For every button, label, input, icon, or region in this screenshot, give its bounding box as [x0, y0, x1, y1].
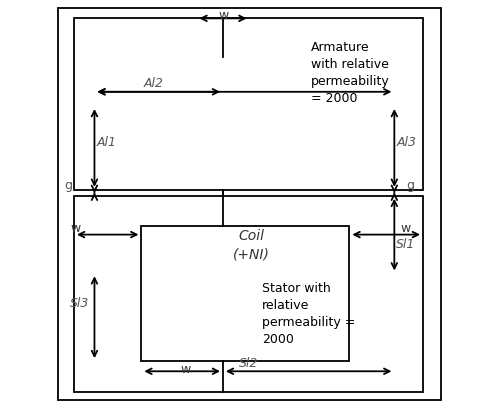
Text: w: w: [219, 9, 229, 22]
Text: g: g: [64, 179, 72, 192]
Bar: [74, 18, 423, 190]
Bar: [141, 226, 349, 361]
Text: Coil
(+NI): Coil (+NI): [233, 228, 270, 261]
Text: Sl2: Sl2: [240, 357, 258, 370]
Text: w: w: [180, 363, 191, 376]
Text: Al3: Al3: [396, 136, 416, 149]
Text: Stator with
relative
permeability =
2000: Stator with relative permeability = 2000: [262, 282, 355, 346]
Text: Al2: Al2: [143, 77, 163, 90]
Text: Sl3: Sl3: [70, 297, 89, 310]
Text: Al1: Al1: [96, 136, 116, 149]
Text: w: w: [401, 222, 411, 235]
Text: Armature
with relative
permeability
= 2000: Armature with relative permeability = 20…: [311, 42, 389, 105]
Bar: [74, 196, 423, 392]
Text: w: w: [70, 222, 80, 235]
Text: g: g: [407, 179, 415, 192]
Text: Sl1: Sl1: [396, 238, 416, 251]
